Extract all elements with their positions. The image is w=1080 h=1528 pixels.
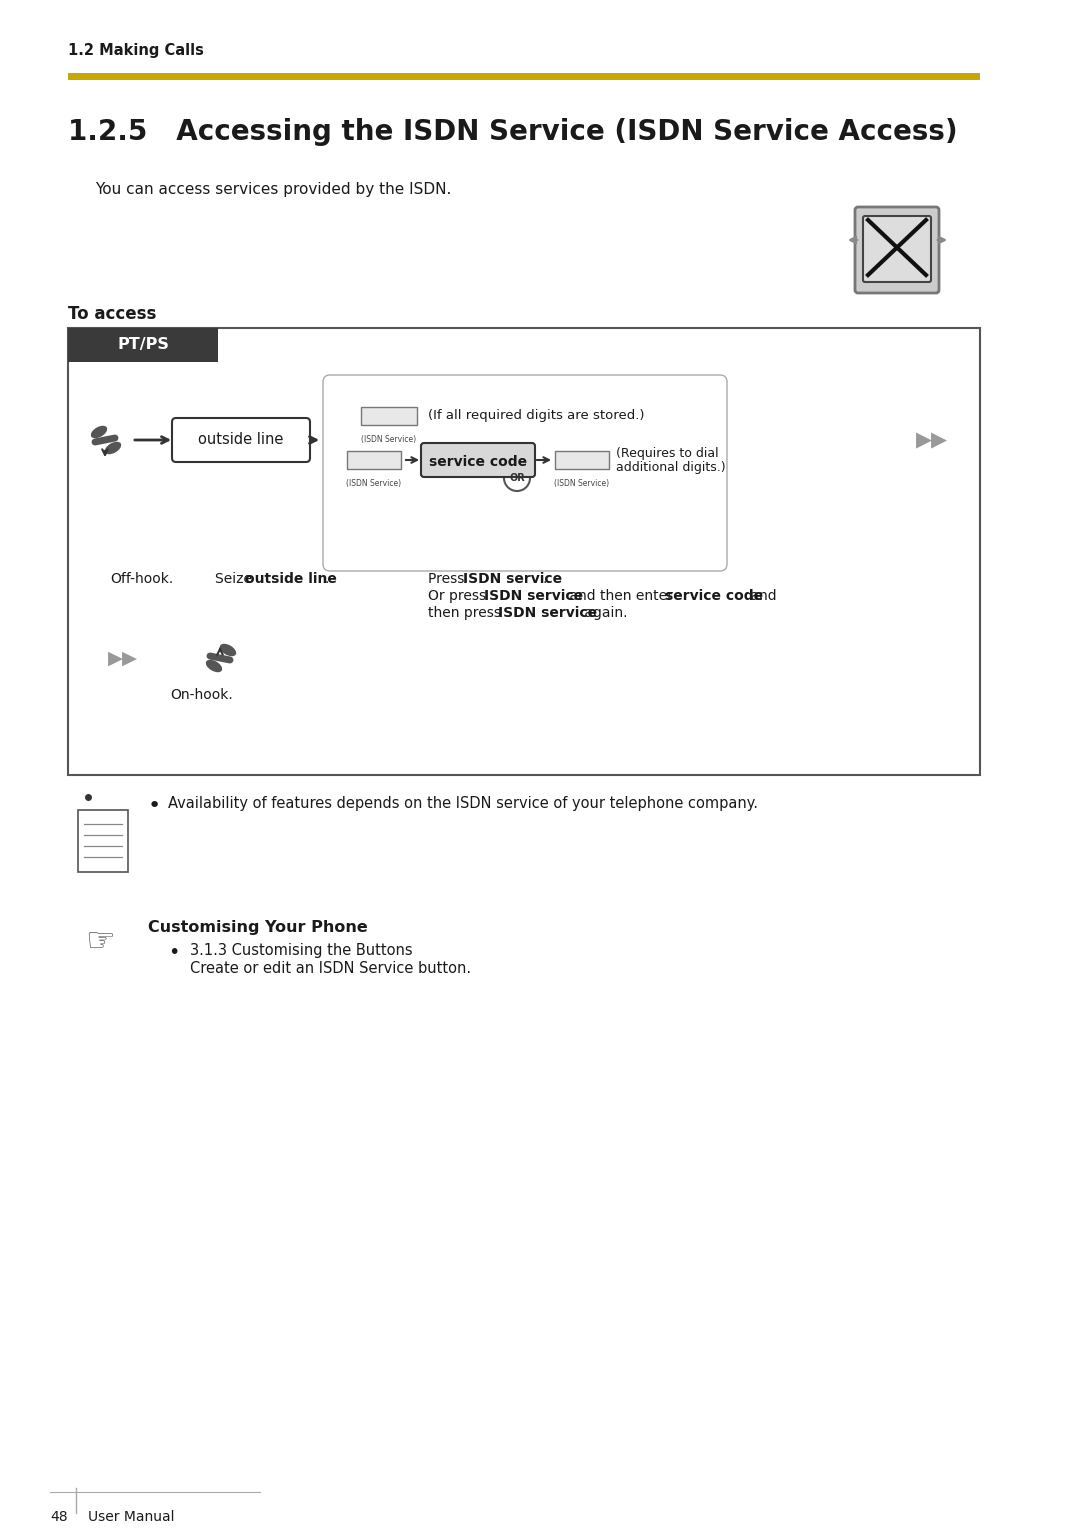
FancyBboxPatch shape: [323, 374, 727, 571]
FancyBboxPatch shape: [863, 215, 931, 283]
Text: again.: again.: [580, 607, 627, 620]
Text: 3.1.3 Customising the Buttons: 3.1.3 Customising the Buttons: [190, 943, 413, 958]
Text: (ISDN Service): (ISDN Service): [362, 435, 417, 445]
Text: ISDN service: ISDN service: [463, 571, 562, 587]
Text: ▶▶: ▶▶: [108, 648, 138, 668]
Text: Or press: Or press: [428, 588, 490, 604]
Bar: [78, 810, 129, 872]
Text: 1.2 Making Calls: 1.2 Making Calls: [68, 43, 204, 58]
Text: OR: OR: [509, 474, 525, 483]
FancyBboxPatch shape: [347, 451, 401, 469]
Text: Create or edit an ISDN Service button.: Create or edit an ISDN Service button.: [190, 961, 471, 976]
Text: outside line: outside line: [245, 571, 337, 587]
Text: (Requires to dial: (Requires to dial: [616, 448, 718, 460]
Text: then press: then press: [428, 607, 505, 620]
Circle shape: [504, 465, 530, 490]
Text: On-hook.: On-hook.: [171, 688, 233, 701]
Ellipse shape: [105, 442, 121, 454]
Text: •: •: [148, 796, 161, 816]
Text: .: .: [543, 571, 548, 587]
Text: •: •: [168, 943, 179, 963]
Ellipse shape: [91, 426, 107, 439]
FancyBboxPatch shape: [555, 451, 609, 469]
Text: Customising Your Phone: Customising Your Phone: [148, 920, 368, 935]
Text: and: and: [746, 588, 777, 604]
Text: 48: 48: [50, 1510, 68, 1523]
Text: Off-hook.: Off-hook.: [110, 571, 173, 587]
Text: and then enter: and then enter: [565, 588, 677, 604]
Bar: [68, 329, 218, 362]
Text: You can access services provided by the ISDN.: You can access services provided by the …: [95, 182, 451, 197]
Text: User Manual: User Manual: [87, 1510, 175, 1523]
FancyBboxPatch shape: [361, 406, 417, 425]
Text: .: .: [325, 571, 329, 587]
Text: Press: Press: [428, 571, 469, 587]
Text: service code: service code: [429, 455, 527, 469]
Text: additional digits.): additional digits.): [616, 461, 726, 475]
Text: (If all required digits are stored.): (If all required digits are stored.): [428, 410, 645, 423]
Text: (ISDN Service): (ISDN Service): [554, 478, 609, 487]
Text: PT/PS: PT/PS: [117, 338, 168, 353]
Bar: [68, 73, 980, 79]
Ellipse shape: [220, 643, 237, 656]
Text: (ISDN Service): (ISDN Service): [347, 478, 402, 487]
Text: service code: service code: [665, 588, 764, 604]
FancyBboxPatch shape: [855, 206, 939, 293]
Text: 1.2.5   Accessing the ISDN Service (ISDN Service Access): 1.2.5 Accessing the ISDN Service (ISDN S…: [68, 118, 958, 147]
Text: ☞: ☞: [85, 926, 114, 958]
Text: ISDN service: ISDN service: [498, 607, 597, 620]
Text: ISDN service: ISDN service: [484, 588, 583, 604]
Text: ▶▶: ▶▶: [916, 429, 948, 451]
Text: outside line: outside line: [199, 432, 284, 448]
Text: To access: To access: [68, 306, 157, 322]
Ellipse shape: [206, 660, 222, 672]
Bar: [68, 329, 980, 775]
Text: Availability of features depends on the ISDN service of your telephone company.: Availability of features depends on the …: [168, 796, 758, 811]
FancyBboxPatch shape: [172, 419, 310, 461]
FancyBboxPatch shape: [421, 443, 535, 477]
Text: Seize: Seize: [215, 571, 256, 587]
